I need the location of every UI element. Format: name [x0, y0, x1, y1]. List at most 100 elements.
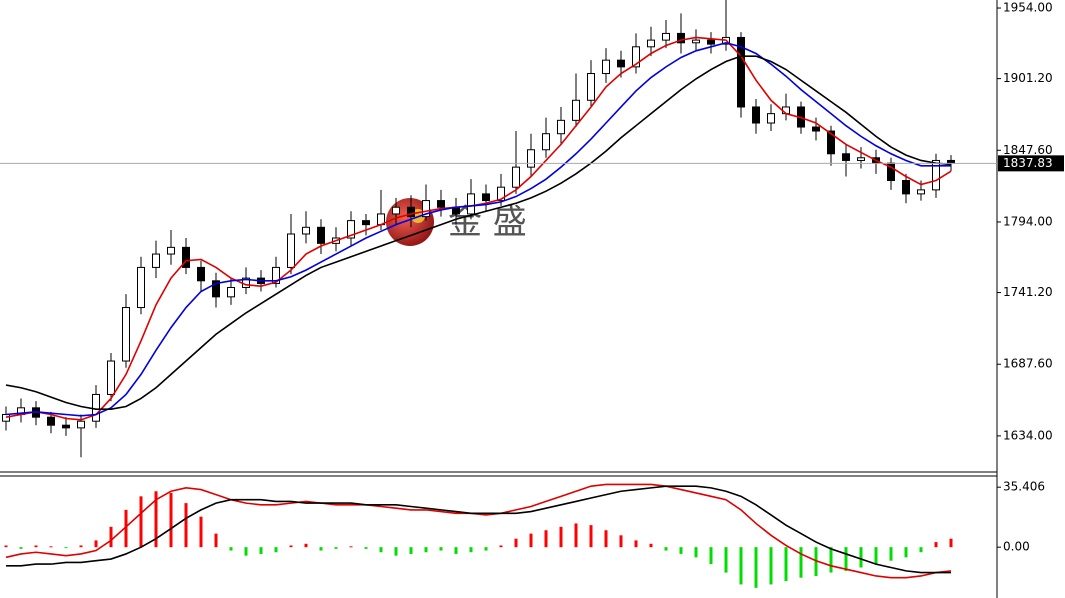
candle-body — [947, 159, 955, 164]
candle-body — [752, 106, 760, 124]
histogram-bar — [619, 535, 623, 548]
histogram-bar — [469, 547, 473, 553]
candle-body — [392, 206, 400, 215]
histogram-bar — [724, 547, 728, 573]
candle-body — [407, 206, 415, 218]
candle-body — [302, 226, 310, 235]
y-tick-label: 35.406 — [1003, 480, 1045, 494]
histogram-bar — [709, 547, 713, 565]
candle-body — [227, 286, 235, 298]
histogram-bar — [484, 547, 488, 551]
histogram-bar — [319, 547, 323, 551]
candle-body — [47, 416, 55, 426]
histogram-bar — [304, 543, 308, 548]
histogram-bar — [334, 547, 338, 549]
candle-body — [542, 133, 550, 151]
histogram-bar — [559, 526, 563, 548]
candle-body — [527, 149, 535, 168]
histogram-bar — [169, 492, 173, 548]
histogram-bar — [589, 525, 593, 548]
candle-body — [152, 253, 160, 268]
histogram-bar — [604, 530, 608, 548]
candle-body — [2, 414, 10, 422]
histogram-bar — [874, 547, 878, 565]
histogram-bar — [739, 547, 743, 585]
candle-body — [212, 280, 220, 298]
indicator-line — [5, 41, 951, 417]
candle-body — [707, 39, 715, 45]
histogram-bar — [529, 533, 533, 548]
y-tick-label: 1741.20 — [1003, 285, 1053, 299]
indicator-line — [5, 55, 952, 410]
candle-body — [347, 220, 355, 239]
histogram-bar — [274, 547, 278, 553]
histogram-bar — [919, 547, 923, 553]
candle-body — [902, 180, 910, 195]
candle-body — [842, 153, 850, 161]
watermark-text: 金 盛 — [448, 203, 527, 243]
histogram-bar — [784, 547, 788, 582]
histogram-bar — [769, 547, 773, 585]
candle-body — [482, 193, 490, 202]
histogram-bar — [934, 542, 938, 548]
candle-body — [917, 189, 925, 195]
indicator-line — [6, 485, 951, 574]
candle-body — [422, 200, 430, 218]
candle-body — [647, 39, 655, 48]
histogram-bar — [244, 547, 248, 556]
histogram-bar — [124, 509, 128, 548]
histogram-bar — [109, 526, 113, 548]
candle-body — [197, 266, 205, 282]
candle-body — [572, 99, 580, 121]
histogram-bar — [574, 523, 578, 548]
y-tick-label: 1847.60 — [1003, 143, 1053, 157]
candle-body — [362, 220, 370, 226]
candle-body — [812, 126, 820, 132]
y-tick-label: 1794.00 — [1003, 214, 1053, 228]
histogram-bar — [34, 545, 38, 548]
candle-body — [827, 130, 835, 155]
histogram-bar — [544, 530, 548, 548]
candle-body — [122, 307, 130, 362]
candle-body — [932, 159, 940, 191]
y-tick-label: 0.00 — [1003, 540, 1030, 554]
histogram-bar — [499, 545, 503, 548]
histogram-bar — [214, 533, 218, 548]
histogram-bar — [904, 547, 908, 558]
last-price-label: 1837.83 — [1003, 156, 1053, 170]
histogram-bar — [679, 547, 683, 554]
histogram-bar — [394, 547, 398, 556]
histogram-bar — [814, 547, 818, 576]
candle-body — [632, 46, 640, 68]
candle-body — [737, 36, 745, 108]
histogram-bar — [694, 547, 698, 558]
histogram-bar — [649, 543, 653, 548]
candle-body — [512, 166, 520, 188]
histogram-bar — [19, 547, 23, 549]
histogram-bar — [4, 545, 8, 548]
candle-body — [182, 246, 190, 268]
candle-body — [437, 200, 445, 208]
histogram-bar — [844, 547, 848, 571]
histogram-bar — [64, 547, 68, 549]
histogram-bar — [199, 516, 203, 548]
candle-body — [317, 226, 325, 244]
candle-body — [767, 113, 775, 124]
histogram-bar — [184, 503, 188, 548]
candle-body — [497, 186, 505, 202]
candle-body — [602, 59, 610, 75]
candle-body — [617, 59, 625, 68]
histogram-bar — [664, 547, 668, 551]
candle-body — [62, 424, 70, 429]
histogram-bar — [514, 538, 518, 548]
histogram-bar — [829, 547, 833, 573]
histogram-bar — [889, 547, 893, 561]
histogram-bar — [634, 540, 638, 548]
candle-body — [587, 73, 595, 101]
candle-body — [857, 157, 865, 161]
histogram-bar — [859, 547, 863, 568]
histogram-bar — [259, 547, 263, 554]
